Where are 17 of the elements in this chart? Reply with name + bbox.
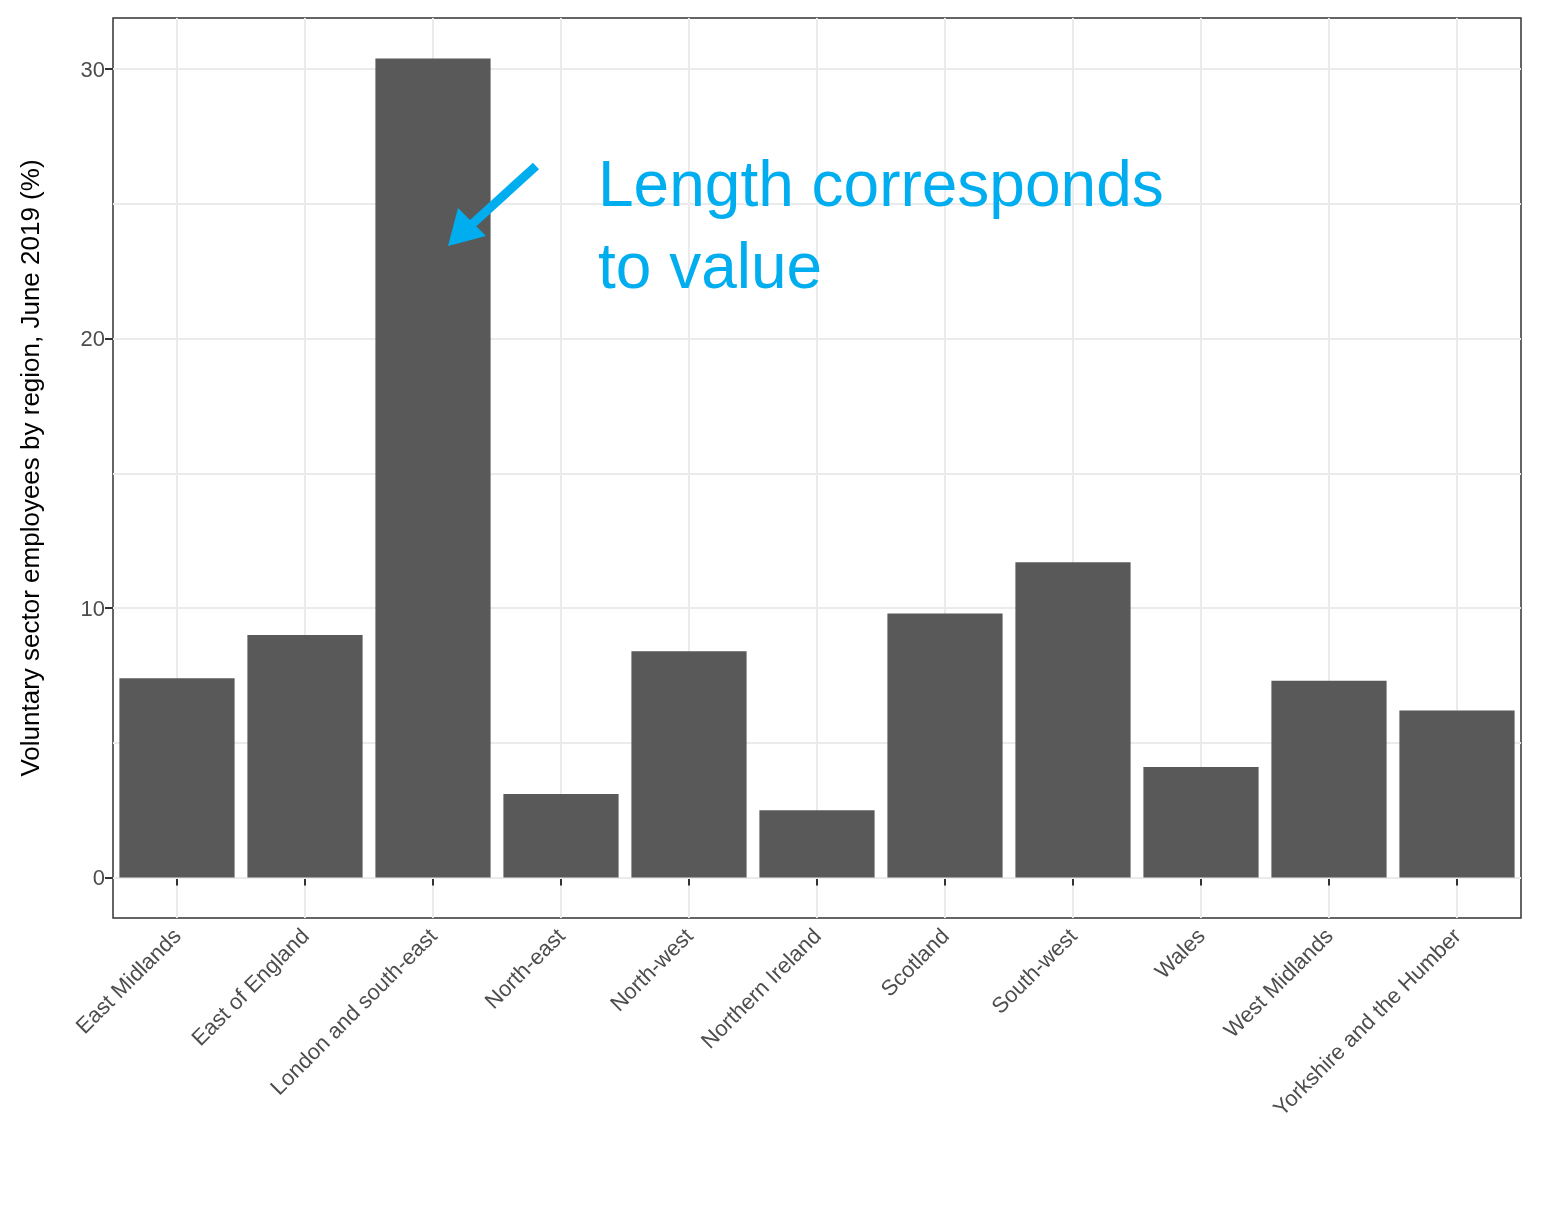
bar xyxy=(1015,562,1131,878)
bar xyxy=(375,58,491,878)
bar xyxy=(247,635,363,878)
bar xyxy=(119,678,235,878)
bar xyxy=(887,613,1003,878)
bar xyxy=(503,794,619,878)
bar xyxy=(759,810,875,878)
bar xyxy=(1143,767,1259,878)
y-tick-label: 0 xyxy=(92,865,105,891)
y-tick-label: 30 xyxy=(80,56,105,82)
y-tick-label: 10 xyxy=(80,595,105,621)
y-tick-label: 20 xyxy=(80,326,105,352)
bar xyxy=(1271,680,1387,878)
bar xyxy=(631,651,747,878)
annotation: Length corresponds to value xyxy=(598,148,1182,302)
bar xyxy=(1399,710,1515,878)
y-axis-title: Voluntary sector employees by region, June 2019 (%) xyxy=(15,159,45,777)
